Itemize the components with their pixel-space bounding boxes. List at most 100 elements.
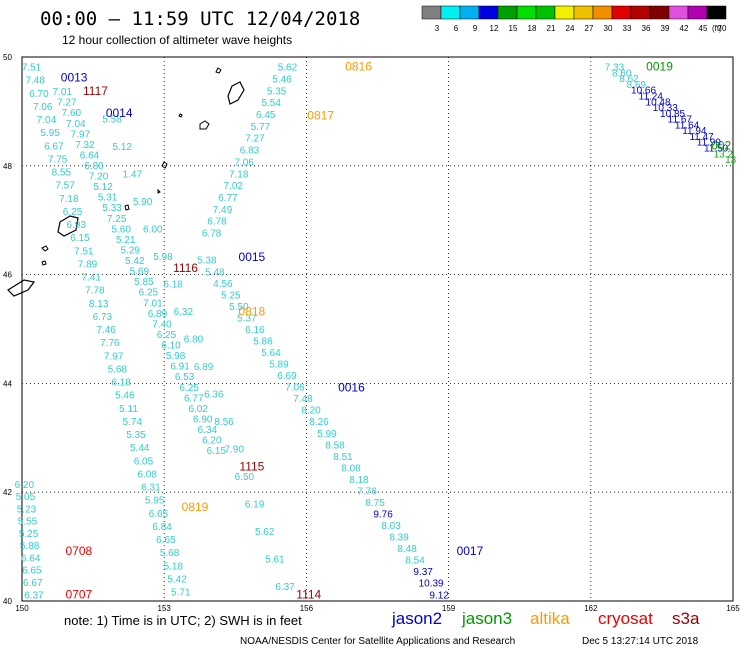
wave-height-value: 5.05: [16, 492, 36, 503]
wave-height-value: 5.44: [130, 443, 150, 454]
wave-height-value: 7.60: [62, 108, 82, 119]
wave-height-value: 11.47: [689, 132, 714, 143]
wave-height-value: 6.25: [157, 330, 177, 341]
wave-height-value: 6.25: [63, 207, 83, 218]
colorbar-swatch: [687, 5, 708, 20]
pass-label: 0708: [66, 544, 93, 558]
wave-height-value: 6.70: [29, 89, 49, 100]
wave-height-value: 6.10: [161, 341, 181, 352]
colorbar-label: 27: [585, 24, 594, 33]
wave-height-value: 1.47: [123, 169, 143, 180]
wave-height-value: 7.51: [22, 63, 42, 74]
wave-height-value: 10.39: [419, 579, 444, 590]
figure-subtitle: 12 hour collection of altimeter wave hei…: [62, 33, 292, 47]
pass-label: 002: [711, 138, 731, 152]
colorbar-swatch: [706, 5, 727, 20]
wave-height-value: 7.46: [96, 325, 116, 336]
wave-height-value: 6.64: [80, 150, 100, 161]
wave-height-value: 8.60: [612, 68, 632, 79]
wave-height-value: 5.37: [237, 313, 257, 324]
wave-height-value: 6.89: [148, 309, 168, 320]
y-tick-label: 48: [3, 162, 12, 171]
colorbar-label: 39: [661, 24, 670, 33]
legend: jason2 jason3 altika cryosat s3a: [391, 609, 700, 628]
wave-height-value: 6.67: [44, 141, 64, 152]
wave-height-value: 6.37: [24, 590, 44, 601]
wave-height-value: 5.18: [164, 561, 184, 572]
wave-height-value: 5.95: [40, 128, 60, 139]
wave-height-value: 6.80: [184, 334, 204, 345]
legend-entry-cryosat: cryosat: [598, 609, 653, 628]
wave-height-value: 7.18: [59, 194, 79, 205]
wave-height-value: 6.89: [194, 362, 214, 373]
wave-height-value: 6.50: [235, 472, 255, 483]
wave-height-value: 6.18: [111, 378, 131, 389]
wave-height-value: 13.2: [714, 149, 734, 160]
wave-height-value: 13: [725, 155, 737, 166]
legend-entry-s3a: s3a: [672, 609, 700, 628]
wave-height-value: 7.76: [100, 338, 120, 349]
colorbar-label: 9: [473, 24, 478, 33]
wave-height-value: 7.97: [71, 129, 91, 140]
colorbar-label: 15: [509, 24, 518, 33]
y-tick-label: 40: [3, 597, 12, 606]
colorbar-swatch: [421, 5, 442, 20]
wave-height-value: 4.56: [213, 279, 233, 290]
wave-height-value: 5.46: [272, 74, 292, 85]
wave-height-value: 7.01: [53, 87, 73, 98]
wave-height-value: 6.78: [207, 217, 227, 228]
wave-height-value: 5.61: [265, 555, 285, 566]
wave-height-value: 10.33: [653, 103, 678, 114]
legend-entry-jason3: jason3: [461, 609, 512, 628]
x-tick-label: 162: [584, 604, 598, 613]
wave-height-value: 8.20: [301, 406, 321, 417]
x-tick-label: 150: [15, 604, 29, 613]
colorbar-swatch: [611, 5, 632, 20]
wave-height-value: 11.24: [639, 92, 664, 103]
legend-entry-jason2: jason2: [391, 609, 442, 628]
x-tick-label: 153: [158, 604, 172, 613]
wave-height-value: 5.68: [108, 364, 128, 375]
wave-height-value: 11.64: [675, 120, 700, 131]
wave-height-value: 6.45: [256, 110, 276, 121]
pass-label: 0016: [338, 381, 365, 395]
y-tick-label: 42: [3, 488, 12, 497]
colorbar: 3 6 9 12 15 18 21 24 27 30 33 36 39 42 45 70: [421, 5, 727, 33]
wave-height-value: 7.32: [75, 140, 95, 151]
wave-height-value: 6.36: [204, 389, 224, 400]
wave-height-value: 6.90: [193, 414, 213, 425]
wave-height-value: 5.60: [111, 224, 131, 235]
wave-height-value: 7.75: [48, 154, 68, 165]
pass-label: 1115: [239, 459, 264, 473]
wave-height-value: 8.18: [349, 475, 369, 486]
wave-height-value: 6.53: [175, 372, 195, 383]
colorbar-swatch: [630, 5, 651, 20]
wave-height-value: 5.58: [102, 114, 122, 125]
wave-height-value: 5.55: [18, 517, 38, 528]
colorbar-swatch: [497, 5, 518, 20]
wave-height-value: 6.32: [174, 307, 194, 318]
wave-height-value: 10.48: [646, 97, 671, 108]
wave-height-value: 7.49: [213, 205, 233, 216]
wave-height-value: 7.02: [224, 181, 244, 192]
wave-height-value: 6.65: [22, 566, 42, 577]
wave-height-value: 7.04: [66, 119, 86, 130]
wave-height-value: 6.20: [15, 480, 35, 491]
wave-height-value: 7.18: [229, 169, 249, 180]
wave-height-value: 8.54: [405, 556, 425, 567]
pass-label: 0019: [646, 60, 673, 74]
wave-height-value: 6.80: [84, 161, 104, 172]
wave-height-value: 5.38: [197, 256, 217, 267]
colorbar-label: 3: [435, 24, 440, 33]
footer-timestamp: Dec 5 13:27:14 UTC 2018: [582, 636, 699, 647]
wave-height-value: 9.76: [373, 510, 393, 521]
wave-height-value: 7.89: [78, 259, 98, 270]
wave-height-value: 5.98: [153, 252, 173, 263]
wave-height-value: 5.77: [251, 122, 271, 133]
wave-height-value: 7.25: [107, 214, 127, 225]
wave-height-value: 8.51: [333, 452, 353, 463]
pass-label: 0818: [239, 304, 266, 318]
colorbar-label: 24: [566, 24, 575, 33]
